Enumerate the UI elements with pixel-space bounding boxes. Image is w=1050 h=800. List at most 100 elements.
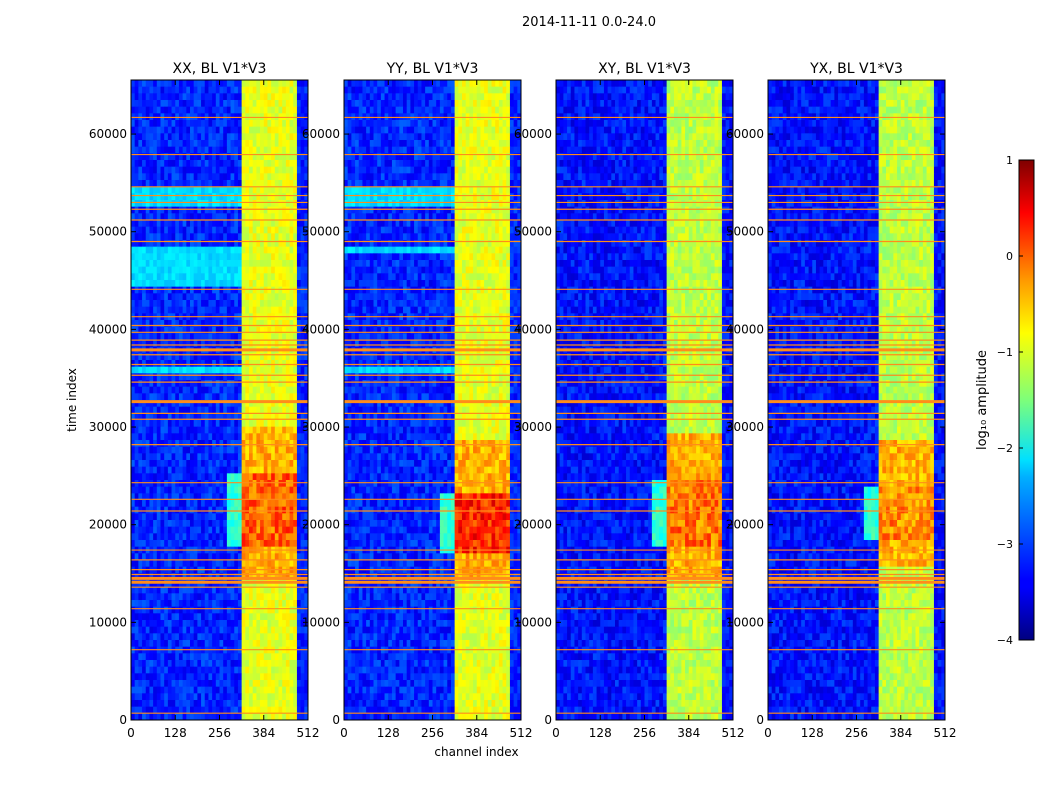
heatmap-cell <box>215 333 220 341</box>
heatmap-cell <box>263 153 268 161</box>
heatmap-cell <box>204 380 209 388</box>
heatmap-cell <box>293 300 298 308</box>
heatmap-cell <box>304 440 309 448</box>
heatmap-cell <box>201 280 206 288</box>
heatmap-cell <box>167 593 172 601</box>
heatmap-cell <box>263 526 268 534</box>
heatmap-cell <box>282 273 287 281</box>
heatmap-cell <box>278 433 283 441</box>
heatmap-cell <box>215 706 220 714</box>
heatmap-cell <box>403 86 408 94</box>
heatmap-cell <box>175 713 180 721</box>
heatmap-cell <box>274 133 279 141</box>
heatmap-cell <box>260 693 265 701</box>
heatmap-cell <box>234 393 239 401</box>
heatmap-cell <box>134 600 139 608</box>
heatmap-cell <box>153 653 158 661</box>
heatmap-cell <box>134 140 139 148</box>
heatmap-cell <box>263 160 268 168</box>
heatmap-cell <box>215 160 220 168</box>
heatmap-cell <box>300 106 305 114</box>
heatmap-cell <box>252 620 257 628</box>
heatmap-cell <box>293 420 298 428</box>
heatmap-cell <box>215 133 220 141</box>
heatmap-cell <box>245 500 250 508</box>
heatmap-cell <box>263 493 268 501</box>
heatmap-cell <box>182 260 187 268</box>
heatmap-cell <box>204 573 209 581</box>
heatmap-cell <box>245 233 250 241</box>
heatmap-cell <box>160 326 165 334</box>
heatmap-cell <box>167 520 172 528</box>
heatmap-cell <box>226 626 231 634</box>
heatmap-cell <box>201 126 206 134</box>
heatmap-cell <box>473 93 478 101</box>
heatmap-cell <box>285 393 290 401</box>
heatmap-cell <box>164 486 169 494</box>
heatmap-cell <box>223 386 228 394</box>
heatmap-cell <box>271 193 276 201</box>
heatmap-cell <box>186 333 191 341</box>
heatmap-cell <box>260 386 265 394</box>
heatmap-cell <box>212 80 217 88</box>
heatmap-cell <box>156 386 161 394</box>
heatmap-cell <box>193 326 198 334</box>
heatmap-cell <box>197 553 202 561</box>
heatmap-cell <box>145 446 150 454</box>
heatmap-cell <box>223 106 228 114</box>
heatmap-cell <box>138 680 143 688</box>
heatmap-cell <box>234 406 239 414</box>
heatmap-cell <box>267 253 272 261</box>
heatmap-cell <box>138 486 143 494</box>
heatmap-cell <box>167 286 172 294</box>
heatmap-cell <box>447 106 452 114</box>
heatmap-cell <box>138 686 143 694</box>
heatmap-cell <box>234 633 239 641</box>
heatmap-cell <box>278 466 283 474</box>
heatmap-cell <box>164 573 169 581</box>
heatmap-cell <box>142 120 147 128</box>
heatmap-cell <box>230 540 235 548</box>
heatmap-cell <box>149 293 154 301</box>
heatmap-cell <box>249 153 254 161</box>
heatmap-cell <box>186 420 191 428</box>
heatmap-cell <box>274 713 279 721</box>
heatmap-cell <box>237 506 243 514</box>
heatmap-cell <box>234 666 239 674</box>
heatmap-cell <box>201 380 206 388</box>
heatmap-cell <box>142 380 147 388</box>
heatmap-cell <box>256 713 261 721</box>
heatmap-cell <box>197 166 202 174</box>
heatmap-cell <box>215 360 220 368</box>
heatmap-cell <box>237 413 243 421</box>
heatmap-cell <box>252 586 257 594</box>
heatmap-cell <box>134 506 139 514</box>
heatmap-cell <box>156 593 161 601</box>
heatmap-cell <box>145 360 150 368</box>
heatmap-cell <box>178 233 184 241</box>
heatmap-cell <box>256 526 261 534</box>
heatmap-cell <box>223 573 228 581</box>
heatmap-cell <box>271 246 276 254</box>
heatmap-cell <box>234 300 239 308</box>
heatmap-cell <box>241 246 246 254</box>
heatmap-cell <box>134 620 139 628</box>
heatmap-cell <box>215 520 220 528</box>
heatmap-cell <box>278 273 283 281</box>
heatmap-cell <box>293 626 298 634</box>
heatmap-cell <box>476 80 481 88</box>
heatmap-cell <box>256 106 261 114</box>
heatmap-cell <box>256 186 261 194</box>
heatmap-cell <box>167 500 172 508</box>
heatmap-cell <box>145 393 150 401</box>
heatmap-cell <box>289 560 294 568</box>
heatmap-cell <box>175 640 180 648</box>
heatmap-cell <box>149 526 154 534</box>
heatmap-cell <box>245 140 250 148</box>
heatmap-cell <box>223 633 228 641</box>
heatmap-cell <box>304 493 309 501</box>
heatmap-cell <box>271 293 276 301</box>
heatmap-cell <box>285 273 290 281</box>
heatmap-cell <box>160 633 165 641</box>
x-tick-label: 128 <box>164 726 187 740</box>
